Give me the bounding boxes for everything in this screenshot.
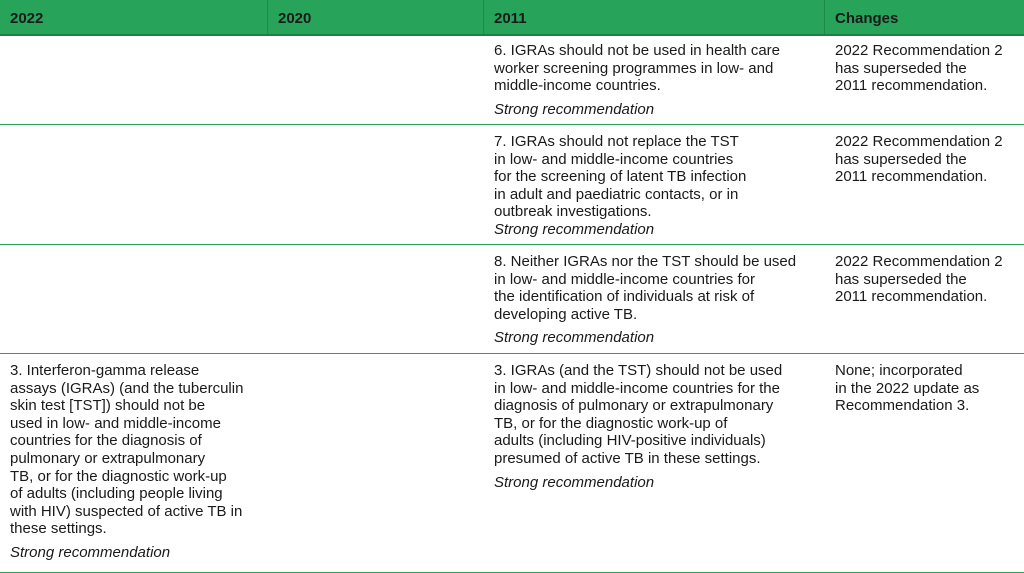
changes-text: None; incorporated in the 2022 update as… (835, 362, 980, 415)
changes-text: 2022 Recommendation 2 has superseded the… (835, 42, 1003, 95)
table-row: 8. Neither IGRAs nor the TST should be u… (0, 245, 1024, 354)
recommendation-strength: Strong recommendation (494, 473, 655, 491)
recommendation-text: 7. IGRAs should not replace the TST in l… (494, 133, 747, 221)
table-row: 7. IGRAs should not replace the TST in l… (0, 125, 1024, 245)
recommendation-strength: Strong recommendation (494, 220, 655, 238)
table-row: 3. Interferon-gamma release assays (IGRA… (0, 354, 1024, 573)
table-row: 6. IGRAs should not be used in health ca… (0, 36, 1024, 125)
table-header: 2022 2020 2011 Changes (0, 0, 1024, 36)
header-2011: 2011 (484, 0, 825, 34)
cell-2020 (268, 245, 484, 353)
recommendation-strength: Strong recommendation (10, 543, 171, 561)
changes-text: 2022 Recommendation 2 has superseded the… (835, 133, 1003, 186)
recommendation-strength: Strong recommendation (494, 329, 655, 347)
cell-changes: 2022 Recommendation 2 has superseded the… (825, 245, 1024, 353)
recommendation-strength: Strong recommendation (494, 100, 655, 118)
cell-2020 (268, 36, 484, 124)
cell-2011: 8. Neither IGRAs nor the TST should be u… (484, 245, 825, 353)
header-2022: 2022 (0, 0, 268, 34)
recommendation-text: 3. IGRAs (and the TST) should not be use… (494, 362, 783, 467)
cell-2022 (0, 245, 268, 353)
cell-2022 (0, 36, 268, 124)
cell-changes: 2022 Recommendation 2 has superseded the… (825, 125, 1024, 244)
cell-2011: 3. IGRAs (and the TST) should not be use… (484, 354, 825, 572)
header-2020: 2020 (268, 0, 484, 34)
cell-2020 (268, 125, 484, 244)
cell-2011: 6. IGRAs should not be used in health ca… (484, 36, 825, 124)
cell-2011: 7. IGRAs should not replace the TST in l… (484, 125, 825, 244)
header-changes: Changes (835, 10, 899, 27)
recommendation-text: 8. Neither IGRAs nor the TST should be u… (494, 253, 797, 323)
changes-text: 2022 Recommendation 2 has superseded the… (835, 253, 1003, 306)
recommendation-text: 3. Interferon-gamma release assays (IGRA… (10, 362, 244, 538)
cell-2022: 3. Interferon-gamma release assays (IGRA… (0, 354, 268, 572)
cell-2020 (268, 354, 484, 572)
cell-changes: 2022 Recommendation 2 has superseded the… (825, 36, 1024, 124)
cell-2022 (0, 125, 268, 244)
cell-changes: None; incorporated in the 2022 update as… (825, 354, 1024, 572)
recommendation-text: 6. IGRAs should not be used in health ca… (494, 42, 781, 95)
